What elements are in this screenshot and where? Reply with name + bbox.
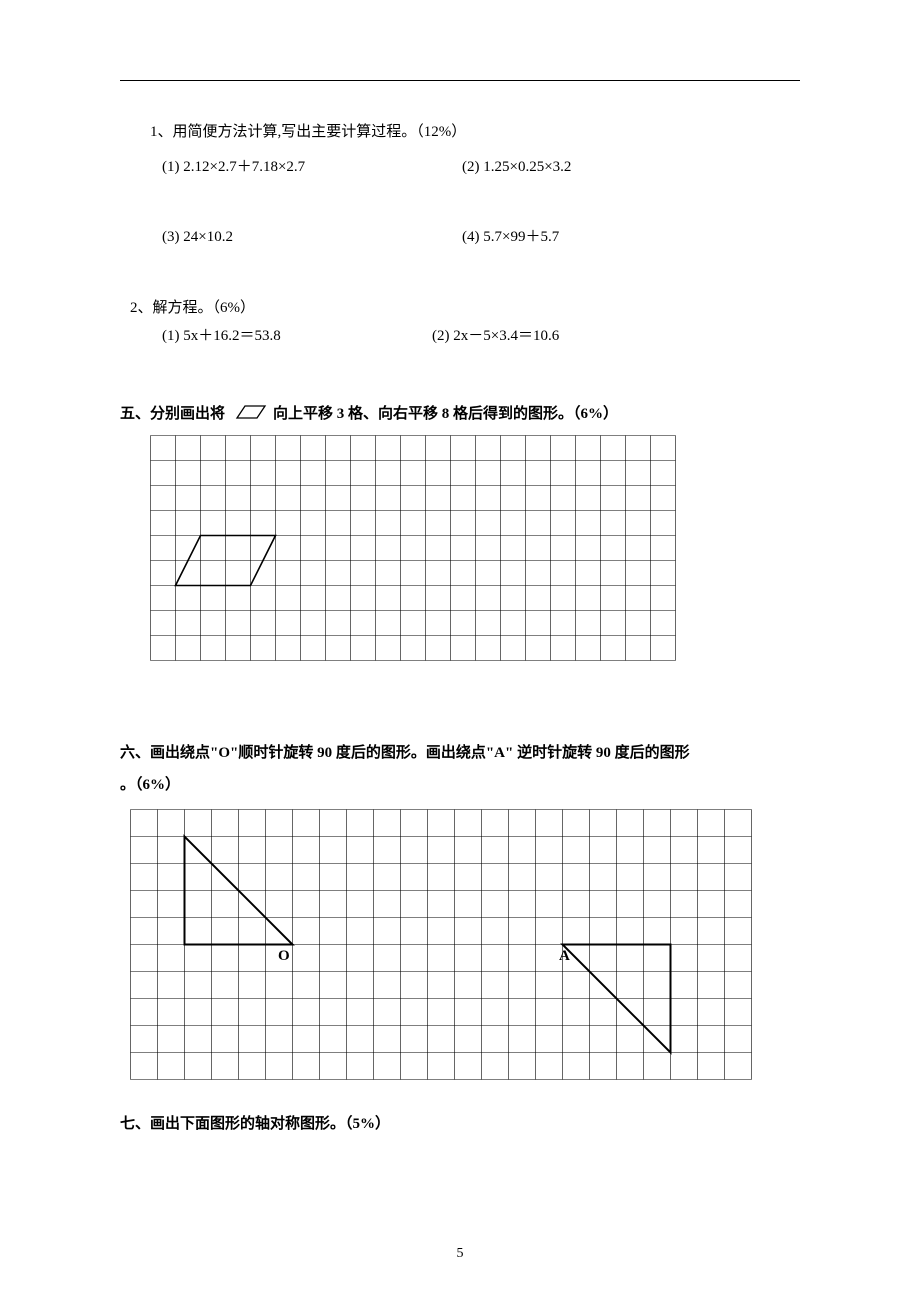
q6-grid: OA [130,809,752,1080]
q5-grid-figure [150,435,800,666]
q5-heading-prefix: 五、分别画出将 [120,402,225,423]
q5-grid [150,435,676,661]
q1-title: 1、用简便方法计算,写出主要计算过程。（12%） [120,121,800,144]
q2-item-1b: (2) 2x－5×3.4＝10.6 [432,325,559,348]
q1-item-1b: (2) 1.25×0.25×3.2 [462,156,722,179]
q6-heading-line2: 。（6%） [120,774,800,797]
q1-item-2a: (3) 24×10.2 [162,226,462,249]
q1-item-1a: (1) 2.12×2.7＋7.18×2.7 [162,156,462,179]
q1-row-1: (1) 2.12×2.7＋7.18×2.7 (2) 1.25×0.25×3.2 [120,156,800,179]
q2-title: 2、解方程。（6%） [120,297,800,320]
parallelogram-icon [229,402,269,422]
q6-heading-line1: 六、画出绕点"O"顺时针旋转 90 度后的图形。画出绕点"A" 逆时针旋转 90… [120,742,800,765]
q5-heading-suffix: 向上平移 3 格、向右平移 8 格后得到的图形。（6%） [273,402,618,423]
page: 1、用简便方法计算,写出主要计算过程。（12%） (1) 2.12×2.7＋7.… [0,0,920,1302]
q5-heading: 五、分别画出将 向上平移 3 格、向右平移 8 格后得到的图形。（6%） [120,402,800,423]
q6-grid-figure: OA [130,809,800,1085]
q1-row-2: (3) 24×10.2 (4) 5.7×99＋5.7 [120,226,800,249]
q1-item-2b: (4) 5.7×99＋5.7 [462,226,722,249]
page-number: 5 [0,1246,920,1262]
q7-heading: 七、画出下面图形的轴对称图形。（5%） [120,1113,800,1136]
svg-text:O: O [278,948,290,964]
q2-item-1a: (1) 5x＋16.2＝53.8 [162,325,432,348]
q2-row-1: (1) 5x＋16.2＝53.8 (2) 2x－5×3.4＝10.6 [120,325,800,348]
svg-text:A: A [559,948,570,964]
top-rule [120,80,800,81]
